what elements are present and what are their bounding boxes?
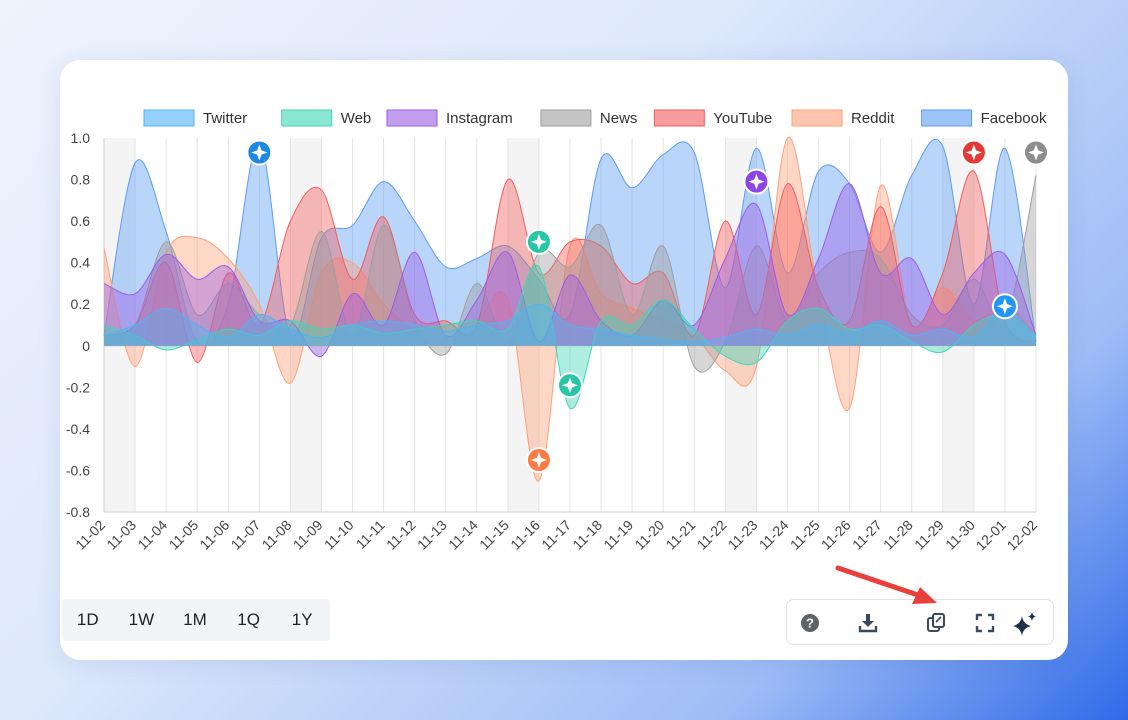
legend-swatch-reddit[interactable] [791,109,843,127]
x-tick-label: 11-16 [507,517,543,553]
marker-twitter[interactable] [991,293,1018,320]
x-tick-label: 11-11 [353,517,388,552]
y-tick-label: -0.8 [66,504,90,520]
y-tick-label: 0.2 [71,296,91,312]
marker-youtube[interactable] [960,139,987,166]
series-line-reddit [103,136,1037,482]
series-line-youtube [103,170,1037,363]
legend-swatch-facebook[interactable] [921,109,973,127]
series-line-news [103,175,1037,373]
x-tick-label: 11-06 [196,517,232,553]
x-tick-label: 11-21 [662,517,698,553]
y-tick-label: 0.4 [71,255,91,271]
marker-reddit[interactable] [525,447,552,474]
help-icon[interactable]: ? [797,610,823,636]
x-tick-label: 11-08 [259,517,295,553]
marker-web[interactable] [557,372,583,399]
marker-facebook[interactable] [246,139,273,166]
x-tick-label: 11-02 [72,517,108,553]
weekend-band [725,138,757,512]
legend-label-web[interactable]: Web [341,110,372,127]
range-button-1w[interactable]: 1W [128,610,155,629]
series-area-news [104,175,1036,373]
weekend-band [942,138,974,512]
x-tick-label: 11-17 [538,517,574,553]
y-tick-label: -0.6 [66,462,90,478]
x-tick-label: 11-28 [880,517,916,553]
marker-web[interactable] [525,228,552,255]
legend-label-news[interactable]: News [600,110,638,127]
sparkles-icon[interactable] [1011,610,1037,636]
legend-label-twitter[interactable]: Twitter [203,110,247,127]
x-tick-label: 11-12 [383,517,419,553]
legend-label-youtube[interactable]: YouTube [713,110,772,127]
legend-label-facebook[interactable]: Facebook [981,110,1047,127]
legend-swatch-news[interactable] [540,109,592,127]
legend-label-instagram[interactable]: Instagram [446,110,513,127]
y-tick-label: -0.4 [66,421,90,437]
x-tick-label: 12-01 [972,517,1009,554]
y-tick-label: 0.6 [71,213,91,229]
x-tick-label: 11-03 [103,517,139,553]
series-line-twitter [103,303,1037,343]
series-line-facebook [103,138,1037,347]
x-tick-label: 11-15 [476,517,512,553]
weekend-band [290,138,322,512]
download-icon[interactable] [855,610,881,636]
x-tick-label: 11-26 [818,517,854,553]
x-tick-label: 12-02 [1003,517,1040,554]
x-tick-label: 11-19 [600,517,636,553]
chart-toolbar: ? [786,599,1054,645]
x-tick-label: 11-10 [321,517,357,553]
svg-text:?: ? [806,616,814,631]
range-button-1q[interactable]: 1Q [237,610,260,629]
x-tick-label: 11-29 [911,517,947,553]
x-tick-label: 11-24 [756,517,792,553]
legend-swatch-youtube[interactable] [653,109,705,127]
legend-label-reddit[interactable]: Reddit [851,110,895,127]
series-line-instagram [103,183,1037,357]
x-tick-label: 11-22 [694,517,730,553]
range-button-1y[interactable]: 1Y [291,610,313,629]
y-tick-label: 0 [82,338,90,354]
series-area-reddit [104,137,1036,482]
marker-instagram[interactable] [743,168,770,195]
x-tick-label: 11-14 [445,517,481,553]
copy-icon[interactable] [923,610,949,636]
range-button-1m[interactable]: 1M [183,610,207,629]
series-area-facebook [104,139,1036,346]
legend-swatch-web[interactable] [281,109,333,127]
x-tick-label: 11-20 [631,517,667,553]
x-tick-label: 11-13 [414,517,450,553]
marker-news[interactable] [1023,139,1049,166]
y-tick-label: 1.0 [71,130,91,146]
x-tick-label: 11-05 [165,517,201,553]
legend-swatch-twitter[interactable] [143,109,195,127]
x-tick-label: 11-18 [569,517,605,553]
time-range-selector: 1D 1W 1M 1Q 1Y [62,599,330,641]
x-tick-label: 11-30 [942,517,978,553]
legend-swatch-instagram[interactable] [386,109,438,127]
x-tick-label: 11-23 [725,517,761,553]
series-area-twitter [104,304,1036,346]
fullscreen-icon[interactable] [972,610,998,636]
series-area-instagram [104,183,1036,357]
x-tick-label: 11-09 [290,517,326,553]
x-tick-label: 11-04 [134,517,170,553]
y-tick-label: -0.2 [66,379,90,395]
series-line-web [103,264,1037,409]
x-tick-label: 11-27 [849,517,885,553]
x-tick-label: 11-07 [228,517,264,553]
range-button-1d[interactable]: 1D [76,610,99,629]
y-tick-label: 0.8 [71,172,91,188]
x-tick-label: 11-25 [787,517,823,553]
